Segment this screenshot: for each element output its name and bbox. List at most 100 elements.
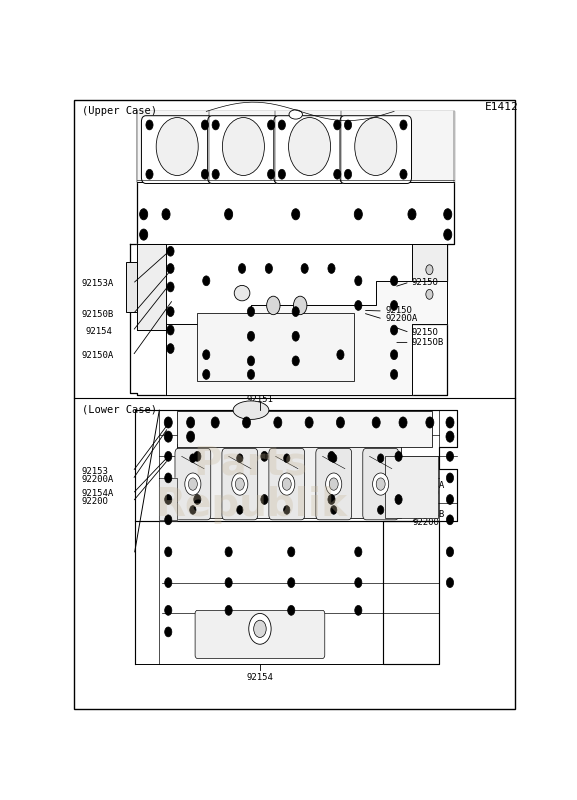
Circle shape (156, 118, 198, 175)
Circle shape (334, 120, 341, 130)
Circle shape (190, 506, 196, 514)
Circle shape (248, 331, 254, 341)
Circle shape (212, 120, 219, 130)
Circle shape (146, 120, 153, 130)
Circle shape (162, 209, 170, 220)
Circle shape (292, 306, 299, 317)
Text: 92150B: 92150B (82, 310, 114, 319)
Circle shape (261, 494, 268, 505)
Circle shape (140, 229, 148, 240)
Circle shape (288, 578, 295, 587)
Circle shape (292, 209, 299, 220)
Circle shape (237, 506, 243, 514)
Circle shape (325, 473, 342, 495)
Circle shape (265, 263, 272, 274)
Circle shape (444, 209, 452, 220)
Circle shape (274, 417, 282, 428)
Circle shape (377, 454, 384, 462)
FancyBboxPatch shape (340, 116, 411, 183)
Text: 92154A: 92154A (82, 490, 114, 498)
Text: E1412: E1412 (485, 102, 518, 112)
Circle shape (344, 170, 351, 179)
Circle shape (395, 451, 402, 462)
Circle shape (426, 417, 434, 428)
Circle shape (292, 356, 299, 366)
Text: 92154A: 92154A (413, 482, 445, 490)
Circle shape (261, 451, 268, 462)
FancyBboxPatch shape (74, 100, 515, 709)
Circle shape (355, 547, 362, 557)
Circle shape (232, 473, 248, 495)
Circle shape (203, 370, 210, 379)
Circle shape (400, 170, 407, 179)
Circle shape (201, 170, 208, 179)
Circle shape (225, 547, 232, 557)
FancyBboxPatch shape (177, 444, 401, 518)
Circle shape (249, 614, 271, 644)
Circle shape (284, 506, 290, 514)
Circle shape (238, 263, 246, 274)
Circle shape (294, 296, 307, 314)
Text: 9220O: 9220O (413, 518, 440, 527)
FancyBboxPatch shape (269, 448, 305, 520)
Polygon shape (137, 111, 455, 182)
Ellipse shape (233, 401, 269, 419)
Circle shape (329, 478, 338, 490)
Circle shape (164, 578, 172, 587)
Circle shape (444, 229, 452, 240)
Text: 92200A: 92200A (82, 475, 114, 484)
Circle shape (140, 209, 148, 220)
Circle shape (167, 325, 174, 335)
Circle shape (167, 306, 174, 317)
Circle shape (391, 325, 398, 335)
Text: 92150A: 92150A (82, 351, 114, 361)
Circle shape (248, 306, 254, 317)
Text: 92153: 92153 (82, 467, 109, 476)
Circle shape (164, 606, 172, 615)
Text: 9215O: 9215O (385, 306, 412, 315)
Circle shape (426, 290, 433, 299)
Circle shape (373, 473, 389, 495)
Circle shape (248, 370, 254, 379)
Circle shape (355, 301, 362, 310)
Circle shape (408, 209, 416, 220)
Circle shape (164, 627, 172, 637)
Circle shape (344, 120, 351, 130)
Circle shape (377, 506, 384, 514)
Circle shape (372, 417, 380, 428)
Circle shape (288, 118, 331, 175)
Circle shape (391, 350, 398, 360)
Circle shape (391, 276, 398, 286)
Circle shape (355, 578, 362, 587)
Circle shape (447, 451, 454, 462)
Circle shape (331, 506, 337, 514)
Circle shape (447, 578, 454, 587)
Circle shape (224, 209, 233, 220)
Circle shape (284, 454, 290, 462)
Polygon shape (166, 281, 447, 394)
Ellipse shape (234, 286, 250, 301)
Text: 9220OA: 9220OA (385, 314, 417, 323)
Circle shape (278, 170, 286, 179)
FancyBboxPatch shape (412, 244, 447, 324)
Circle shape (164, 515, 172, 525)
Text: 92153A: 92153A (82, 279, 114, 288)
Circle shape (391, 301, 398, 310)
FancyBboxPatch shape (126, 262, 137, 311)
FancyBboxPatch shape (208, 116, 279, 183)
Text: (Upper Case): (Upper Case) (82, 106, 157, 116)
Circle shape (164, 431, 173, 442)
Circle shape (164, 451, 172, 462)
Circle shape (400, 120, 407, 130)
Circle shape (222, 118, 264, 175)
Text: 92154: 92154 (85, 327, 113, 336)
Circle shape (225, 606, 232, 615)
Circle shape (446, 417, 454, 428)
Circle shape (211, 417, 219, 428)
Circle shape (426, 265, 433, 274)
FancyBboxPatch shape (222, 448, 258, 520)
FancyBboxPatch shape (177, 411, 432, 447)
Circle shape (331, 454, 337, 462)
Circle shape (235, 478, 244, 490)
Text: 9215O: 9215O (412, 278, 439, 286)
